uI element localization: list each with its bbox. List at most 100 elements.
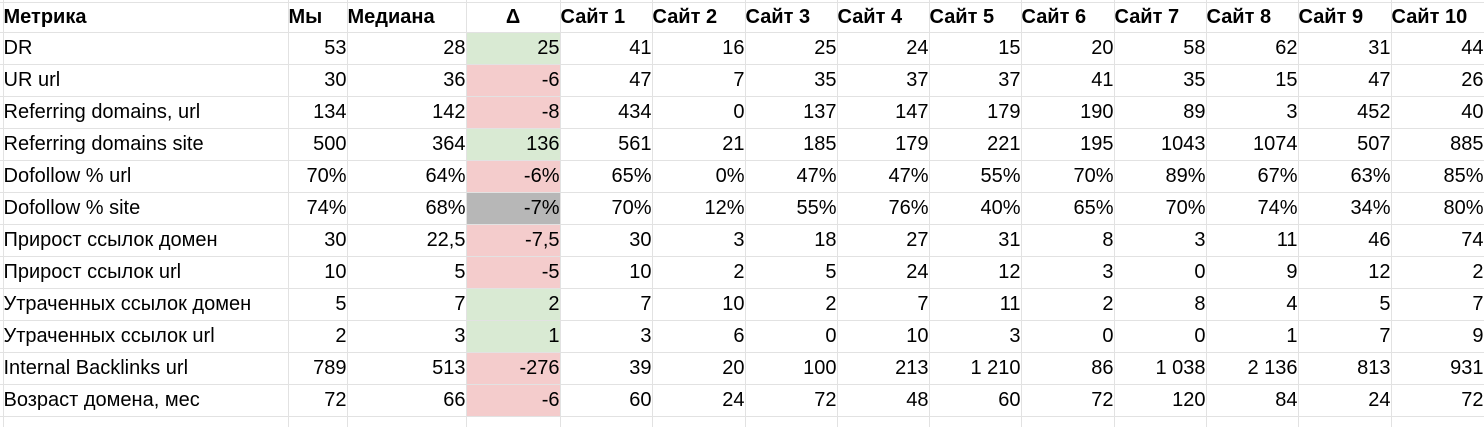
- we-value-cell[interactable]: 789: [288, 352, 348, 385]
- we-value-cell[interactable]: 70%: [288, 160, 348, 193]
- site-6-value-cell[interactable]: 72: [1021, 384, 1115, 417]
- delta-value-cell[interactable]: -276: [466, 352, 561, 385]
- column-header-median[interactable]: Медиана: [347, 2, 467, 33]
- site-6-value-cell[interactable]: 70%: [1021, 160, 1115, 193]
- column-header-site-7[interactable]: Сайт 7: [1114, 2, 1207, 33]
- site-4-value-cell[interactable]: 213: [837, 352, 930, 385]
- site-10-value-cell[interactable]: 44: [1391, 32, 1484, 65]
- site-4-value-cell[interactable]: 7: [837, 288, 930, 321]
- site-1-value-cell[interactable]: 39: [560, 352, 653, 385]
- site-4-value-cell[interactable]: 10: [837, 320, 930, 353]
- site-8-value-cell[interactable]: 11: [1206, 224, 1299, 257]
- site-3-value-cell[interactable]: 18: [745, 224, 838, 257]
- site-7-value-cell[interactable]: 8: [1114, 288, 1207, 321]
- median-value-cell[interactable]: 513: [347, 352, 467, 385]
- we-value-cell[interactable]: 74%: [288, 192, 348, 225]
- site-9-value-cell[interactable]: 507: [1298, 128, 1392, 161]
- site-3-value-cell[interactable]: 5: [745, 256, 838, 289]
- site-5-value-cell[interactable]: 11: [929, 288, 1022, 321]
- site-3-value-cell[interactable]: 35: [745, 64, 838, 97]
- site-8-value-cell[interactable]: 74%: [1206, 192, 1299, 225]
- column-header-site-10[interactable]: Сайт 10: [1391, 2, 1484, 33]
- site-2-value-cell[interactable]: 24: [652, 384, 746, 417]
- site-10-value-cell[interactable]: 7: [1391, 288, 1484, 321]
- site-7-value-cell[interactable]: 120: [1114, 384, 1207, 417]
- we-value-cell[interactable]: 30: [288, 64, 348, 97]
- median-value-cell[interactable]: 5: [347, 256, 467, 289]
- site-5-value-cell[interactable]: 15: [929, 32, 1022, 65]
- site-1-value-cell[interactable]: 30: [560, 224, 653, 257]
- site-4-value-cell[interactable]: 24: [837, 32, 930, 65]
- site-5-value-cell[interactable]: 1 210: [929, 352, 1022, 385]
- column-header-site-6[interactable]: Сайт 6: [1021, 2, 1115, 33]
- metric-name-cell[interactable]: Прирост ссылок домен: [3, 224, 289, 257]
- median-value-cell[interactable]: 66: [347, 384, 467, 417]
- site-9-value-cell[interactable]: 12: [1298, 256, 1392, 289]
- delta-value-cell[interactable]: -7%: [466, 192, 561, 225]
- site-4-value-cell[interactable]: 179: [837, 128, 930, 161]
- site-8-value-cell[interactable]: 62: [1206, 32, 1299, 65]
- site-7-value-cell[interactable]: 35: [1114, 64, 1207, 97]
- site-8-value-cell[interactable]: 1: [1206, 320, 1299, 353]
- site-1-value-cell[interactable]: 47: [560, 64, 653, 97]
- site-6-value-cell[interactable]: 190: [1021, 96, 1115, 129]
- site-7-value-cell[interactable]: 58: [1114, 32, 1207, 65]
- site-7-value-cell[interactable]: 70%: [1114, 192, 1207, 225]
- delta-value-cell[interactable]: 136: [466, 128, 561, 161]
- we-value-cell[interactable]: 500: [288, 128, 348, 161]
- site-1-value-cell[interactable]: 70%: [560, 192, 653, 225]
- column-header-site-8[interactable]: Сайт 8: [1206, 2, 1299, 33]
- site-2-value-cell[interactable]: 16: [652, 32, 746, 65]
- site-8-value-cell[interactable]: 9: [1206, 256, 1299, 289]
- site-10-value-cell[interactable]: 931: [1391, 352, 1484, 385]
- delta-value-cell[interactable]: -6: [466, 384, 561, 417]
- delta-value-cell[interactable]: -7,5: [466, 224, 561, 257]
- site-5-value-cell[interactable]: 3: [929, 320, 1022, 353]
- column-header-we[interactable]: Мы: [288, 2, 348, 33]
- site-5-value-cell[interactable]: 55%: [929, 160, 1022, 193]
- delta-value-cell[interactable]: -6%: [466, 160, 561, 193]
- site-2-value-cell[interactable]: 6: [652, 320, 746, 353]
- site-9-value-cell[interactable]: 34%: [1298, 192, 1392, 225]
- site-2-value-cell[interactable]: 12%: [652, 192, 746, 225]
- site-4-value-cell[interactable]: 24: [837, 256, 930, 289]
- site-2-value-cell[interactable]: 2: [652, 256, 746, 289]
- delta-value-cell[interactable]: 1: [466, 320, 561, 353]
- site-7-value-cell[interactable]: 1043: [1114, 128, 1207, 161]
- metric-name-cell[interactable]: Referring domains, url: [3, 96, 289, 129]
- site-9-value-cell[interactable]: 24: [1298, 384, 1392, 417]
- site-4-value-cell[interactable]: 76%: [837, 192, 930, 225]
- column-header-site-2[interactable]: Сайт 2: [652, 2, 746, 33]
- site-1-value-cell[interactable]: 561: [560, 128, 653, 161]
- delta-value-cell[interactable]: 25: [466, 32, 561, 65]
- site-7-value-cell[interactable]: 89%: [1114, 160, 1207, 193]
- site-4-value-cell[interactable]: 48: [837, 384, 930, 417]
- site-9-value-cell[interactable]: 47: [1298, 64, 1392, 97]
- column-header-delta[interactable]: Δ: [466, 2, 561, 33]
- we-value-cell[interactable]: 134: [288, 96, 348, 129]
- site-3-value-cell[interactable]: 100: [745, 352, 838, 385]
- site-2-value-cell[interactable]: 10: [652, 288, 746, 321]
- metric-name-cell[interactable]: Dofollow % url: [3, 160, 289, 193]
- site-7-value-cell[interactable]: 0: [1114, 256, 1207, 289]
- metric-name-cell[interactable]: Прирост ссылок url: [3, 256, 289, 289]
- site-4-value-cell[interactable]: 47%: [837, 160, 930, 193]
- site-6-value-cell[interactable]: 20: [1021, 32, 1115, 65]
- site-9-value-cell[interactable]: 7: [1298, 320, 1392, 353]
- site-9-value-cell[interactable]: 63%: [1298, 160, 1392, 193]
- site-2-value-cell[interactable]: 3: [652, 224, 746, 257]
- site-1-value-cell[interactable]: 434: [560, 96, 653, 129]
- delta-value-cell[interactable]: -6: [466, 64, 561, 97]
- site-2-value-cell[interactable]: 7: [652, 64, 746, 97]
- metric-name-cell[interactable]: Referring domains site: [3, 128, 289, 161]
- site-5-value-cell[interactable]: 37: [929, 64, 1022, 97]
- site-3-value-cell[interactable]: 2: [745, 288, 838, 321]
- median-value-cell[interactable]: 36: [347, 64, 467, 97]
- delta-value-cell[interactable]: -5: [466, 256, 561, 289]
- site-5-value-cell[interactable]: 179: [929, 96, 1022, 129]
- median-value-cell[interactable]: 7: [347, 288, 467, 321]
- site-10-value-cell[interactable]: 72: [1391, 384, 1484, 417]
- site-2-value-cell[interactable]: 0: [652, 96, 746, 129]
- median-value-cell[interactable]: 68%: [347, 192, 467, 225]
- site-7-value-cell[interactable]: 0: [1114, 320, 1207, 353]
